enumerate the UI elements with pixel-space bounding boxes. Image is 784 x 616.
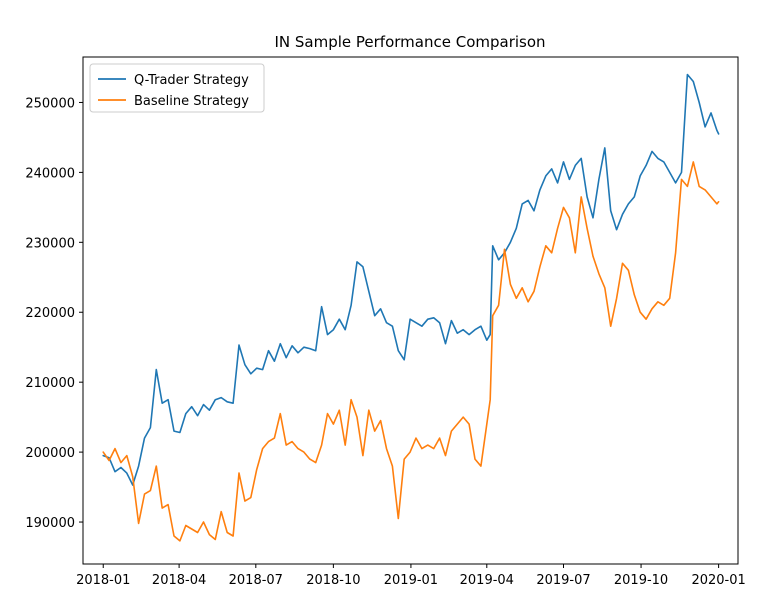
y-tick-label: 230000 [25, 236, 75, 251]
x-tick-label: 2019-04 [460, 573, 514, 588]
x-tick-label: 2020-01 [691, 573, 745, 588]
x-tick-label: 2019-07 [536, 573, 590, 588]
x-tick-label: 2019-10 [614, 573, 668, 588]
x-axis: 2018-01 2018-04 2018-07 2018-10 2019-01 2019-… [76, 564, 746, 588]
legend-label: Q-Trader Strategy [134, 73, 249, 88]
x-tick-label: 2018-01 [76, 573, 130, 588]
x-tick-label: 2018-10 [306, 573, 360, 588]
y-tick-label: 210000 [25, 376, 75, 391]
series-line-1 [102, 73, 720, 486]
legend-label: Baseline Strategy [134, 94, 249, 109]
x-tick-label: 2018-07 [229, 573, 283, 588]
y-tick-label: 240000 [25, 166, 75, 181]
y-tick-label: 200000 [25, 446, 75, 461]
y-tick-label: 250000 [25, 96, 75, 111]
y-tick-label: 220000 [25, 306, 75, 321]
x-tick-label: 2019-01 [384, 573, 438, 588]
x-tick-label: 2018-04 [152, 573, 206, 588]
y-tick-label: 190000 [25, 516, 75, 531]
chart-title: IN Sample Performance Comparison [274, 33, 545, 51]
y-axis: 190000 200000 210000 220000 230000 240000 2500… [25, 96, 83, 531]
legend: Q-Trader Strategy Baseline Strategy [89, 63, 265, 113]
legend-box [89, 63, 265, 113]
series-line-2 [102, 161, 720, 542]
